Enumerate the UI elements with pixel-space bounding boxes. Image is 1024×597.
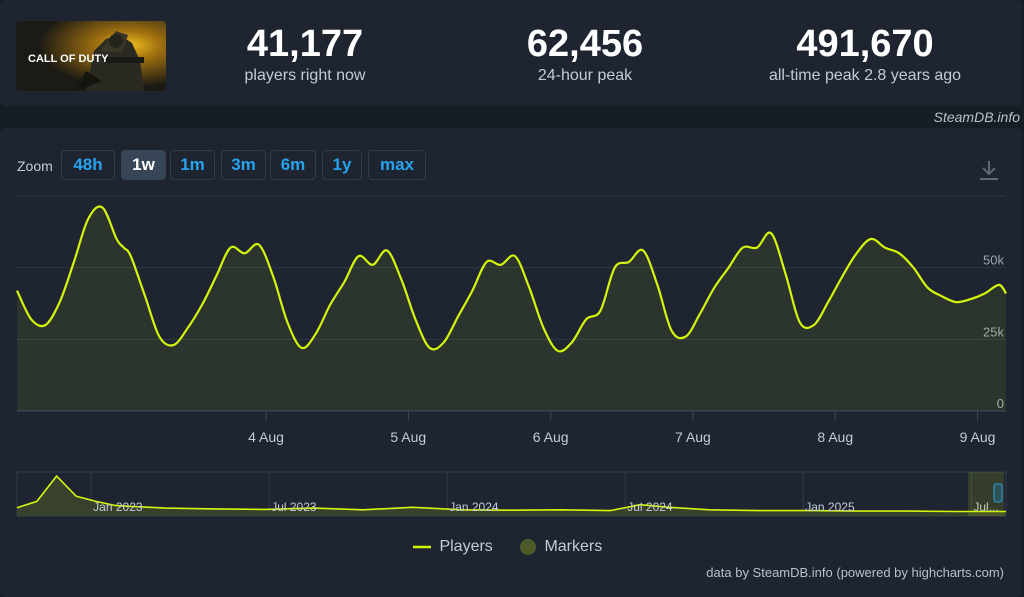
- players-area: [17, 206, 1006, 411]
- legend-players-swatch: [413, 545, 431, 549]
- steamdb-credit-bottom[interactable]: data by SteamDB.info (powered by highcha…: [706, 565, 1004, 580]
- zoom-1m-button[interactable]: 1m: [170, 150, 215, 180]
- zoom-label: Zoom: [17, 158, 53, 174]
- navigator-label-0: Jan 2023: [93, 500, 143, 514]
- game-art-image: CALL OF DUTY: [16, 21, 166, 91]
- navigator-area: [17, 476, 1006, 516]
- download-icon[interactable]: [977, 158, 1001, 182]
- navigator-line: [16, 474, 1006, 513]
- steamdb-credit-top[interactable]: SteamDB.info: [933, 109, 1020, 125]
- zoom-1w-button[interactable]: 1w: [121, 150, 166, 180]
- main-grid: [17, 195, 1006, 421]
- navigator-label-4: Jan 2025: [805, 500, 855, 514]
- zoom-6m-button[interactable]: 6m: [270, 150, 316, 180]
- current-players-value: 41,177: [246, 23, 364, 65]
- players-series-line: [16, 205, 1007, 353]
- legend-players-label: Players: [439, 538, 493, 556]
- navigator-handle[interactable]: [993, 483, 1003, 503]
- x-tick-label-2: 6 Aug: [533, 429, 569, 445]
- alltime-peak-label: all-time peak 2.8 years ago: [768, 67, 962, 84]
- stat-current-players: 41,177 players right now: [225, 22, 385, 86]
- x-tick-label-4: 8 Aug: [817, 429, 853, 445]
- zoom-3m-button[interactable]: 3m: [221, 150, 266, 180]
- stat-alltime-peak: 491,670 all-time peak 2.8 years ago: [755, 22, 975, 86]
- navigator-label-1: Jul 2023: [271, 500, 317, 514]
- stat-24h-peak: 62,456 24-hour peak: [495, 22, 675, 86]
- zoom-max-button[interactable]: max: [368, 150, 426, 180]
- main-y-axis-labels: 0 25k 50k: [983, 253, 1004, 411]
- current-players-label: players right now: [244, 67, 366, 84]
- x-tick-label-1: 5 Aug: [390, 429, 426, 445]
- stats-panel: [0, 0, 1022, 106]
- y-tick-label-2: 50k: [983, 253, 1004, 268]
- navigator-range-selection[interactable]: [968, 472, 1004, 516]
- legend-markers-label: Markers: [544, 538, 603, 556]
- legend-markers-swatch: [520, 539, 536, 555]
- x-tick-label-3: 7 Aug: [675, 429, 711, 445]
- navigator-label-3: Jul 2024: [627, 500, 673, 514]
- main-x-axis-labels: 4 Aug 5 Aug 6 Aug 7 Aug 8 Aug 9 Aug: [248, 429, 995, 445]
- game-thumbnail[interactable]: CALL OF DUTY: [16, 21, 166, 91]
- navigator-labels: Jan 2023 Jul 2023 Jan 2024 Jul 2024 Jan 2025…: [93, 500, 999, 514]
- chart-panel: [0, 128, 1022, 597]
- peak24-label: 24-hour peak: [537, 67, 633, 84]
- navigator-label-5: Jul...: [973, 500, 998, 514]
- y-tick-label-0: 0: [997, 396, 1004, 411]
- x-tick-label-5: 9 Aug: [960, 429, 996, 445]
- legend-players[interactable]: Players: [413, 537, 493, 557]
- zoom-48h-button[interactable]: 48h: [61, 150, 115, 180]
- navigator-label-2: Jan 2024: [449, 500, 499, 514]
- x-tick-label-0: 4 Aug: [248, 429, 284, 445]
- legend-markers[interactable]: Markers: [518, 537, 602, 557]
- alltime-peak-value: 491,670: [796, 23, 934, 65]
- game-logo-text: CALL OF DUTY: [28, 53, 109, 65]
- peak24-value: 62,456: [526, 23, 644, 65]
- zoom-1y-button[interactable]: 1y: [322, 150, 362, 180]
- y-tick-label-1: 25k: [983, 324, 1004, 339]
